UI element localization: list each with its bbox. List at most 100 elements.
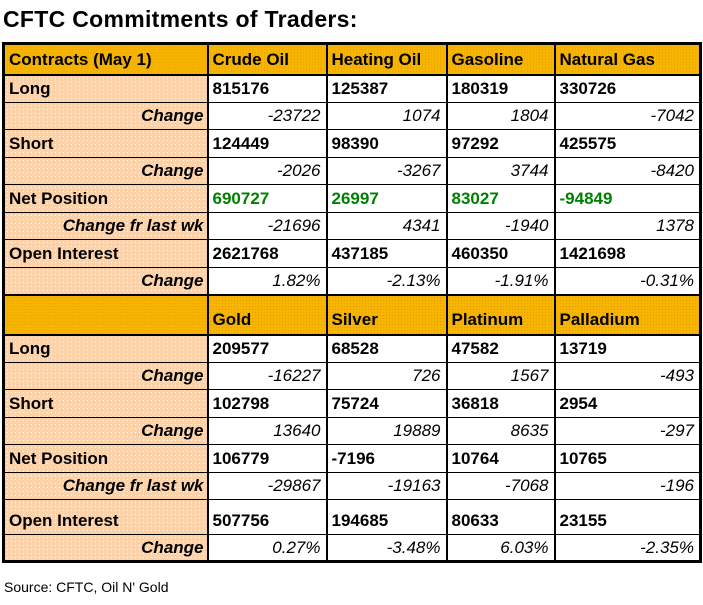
value-cell: 0.27% bbox=[206, 534, 328, 562]
value-cell: 75724 bbox=[325, 389, 448, 418]
value-cell: 1074 bbox=[325, 102, 448, 130]
column-header-cell bbox=[2, 293, 209, 336]
value-cell: 26997 bbox=[325, 184, 448, 213]
column-header-cell: Crude Oil bbox=[206, 42, 328, 76]
row-label-cell: Change bbox=[2, 417, 209, 445]
table-row: Change 13640 19889 8635 -297 bbox=[2, 417, 702, 445]
value-cell: 10765 bbox=[553, 444, 702, 473]
table-row: Change 1.82% -2.13% -1.91% -0.31% bbox=[2, 267, 702, 295]
table-row: Long 815176 125387 180319 330726 bbox=[2, 74, 702, 103]
row-label-cell: Net Position bbox=[2, 444, 209, 473]
value-cell: 80633 bbox=[445, 499, 556, 535]
value-cell: -94849 bbox=[553, 184, 702, 213]
column-header-cell: Gold bbox=[206, 293, 328, 336]
value-cell: 1.82% bbox=[206, 267, 328, 295]
value-cell: 4341 bbox=[325, 212, 448, 240]
value-cell: 330726 bbox=[553, 74, 702, 103]
value-cell: -196 bbox=[553, 472, 702, 500]
row-label-cell: Long bbox=[2, 334, 209, 363]
row-label-cell: Change bbox=[2, 102, 209, 130]
row-label-cell: Net Position bbox=[2, 184, 209, 213]
row-label-cell: Short bbox=[2, 389, 209, 418]
cot-table: Contracts (May 1) Crude Oil Heating Oil Gas… bbox=[2, 42, 702, 563]
row-label-cell: Open Interest bbox=[2, 499, 209, 535]
value-cell: 1804 bbox=[445, 102, 556, 130]
table-row: Net Position 690727 26997 83027 -94849 bbox=[2, 184, 702, 213]
value-cell: 125387 bbox=[325, 74, 448, 103]
value-cell: 23155 bbox=[553, 499, 702, 535]
row-label-cell: Long bbox=[2, 74, 209, 103]
value-cell: -7196 bbox=[325, 444, 448, 473]
value-cell: -23722 bbox=[206, 102, 328, 130]
page-title: CFTC Commitments of Traders: bbox=[3, 6, 358, 32]
value-cell: 209577 bbox=[206, 334, 328, 363]
value-cell: 68528 bbox=[325, 334, 448, 363]
value-cell: 507756 bbox=[206, 499, 328, 535]
value-cell: 102798 bbox=[206, 389, 328, 418]
value-cell: -21696 bbox=[206, 212, 328, 240]
table-row: Short 124449 98390 97292 425575 bbox=[2, 129, 702, 158]
value-cell: 2621768 bbox=[206, 239, 328, 268]
value-cell: 13640 bbox=[206, 417, 328, 445]
value-cell: -19163 bbox=[325, 472, 448, 500]
value-cell: -1940 bbox=[445, 212, 556, 240]
value-cell: -3267 bbox=[325, 157, 448, 185]
value-cell: 124449 bbox=[206, 129, 328, 158]
value-cell: 19889 bbox=[325, 417, 448, 445]
row-label-cell: Change fr last wk bbox=[2, 212, 209, 240]
table-row: Short 102798 75724 36818 2954 bbox=[2, 389, 702, 418]
value-cell: -16227 bbox=[206, 362, 328, 390]
value-cell: 8635 bbox=[445, 417, 556, 445]
value-cell: 3744 bbox=[445, 157, 556, 185]
value-cell: 106779 bbox=[206, 444, 328, 473]
value-cell: -2.35% bbox=[553, 534, 702, 562]
value-cell: -1.91% bbox=[445, 267, 556, 295]
table-row: Long 209577 68528 47582 13719 bbox=[2, 334, 702, 363]
value-cell: -7042 bbox=[553, 102, 702, 130]
column-header-cell: Palladium bbox=[553, 293, 702, 336]
value-cell: 97292 bbox=[445, 129, 556, 158]
table-row: Change -16227 726 1567 -493 bbox=[2, 362, 702, 390]
value-cell: 690727 bbox=[206, 184, 328, 213]
source-note: Source: CFTC, Oil N' Gold bbox=[4, 579, 169, 595]
value-cell: 47582 bbox=[445, 334, 556, 363]
value-cell: 83027 bbox=[445, 184, 556, 213]
value-cell: 6.03% bbox=[445, 534, 556, 562]
table-row: Open Interest 507756 194685 80633 23155 bbox=[2, 499, 702, 535]
value-cell: 815176 bbox=[206, 74, 328, 103]
value-cell: 2954 bbox=[553, 389, 702, 418]
value-cell: -297 bbox=[553, 417, 702, 445]
value-cell: 1567 bbox=[445, 362, 556, 390]
column-header-cell: Heating Oil bbox=[325, 42, 448, 76]
column-header-cell: Platinum bbox=[445, 293, 556, 336]
row-label-cell: Short bbox=[2, 129, 209, 158]
column-header-cell: Contracts (May 1) bbox=[2, 42, 209, 76]
value-cell: 180319 bbox=[445, 74, 556, 103]
value-cell: 36818 bbox=[445, 389, 556, 418]
table-row: Change -23722 1074 1804 -7042 bbox=[2, 102, 702, 130]
row-label-cell: Change bbox=[2, 157, 209, 185]
value-cell: 425575 bbox=[553, 129, 702, 158]
column-header-cell: Natural Gas bbox=[553, 42, 702, 76]
row-label-cell: Open Interest bbox=[2, 239, 209, 268]
value-cell: 194685 bbox=[325, 499, 448, 535]
value-cell: 1421698 bbox=[553, 239, 702, 268]
value-cell: -2.13% bbox=[325, 267, 448, 295]
value-cell: -7068 bbox=[445, 472, 556, 500]
table-row: Change -2026 -3267 3744 -8420 bbox=[2, 157, 702, 185]
value-cell: 98390 bbox=[325, 129, 448, 158]
row-label-cell: Change bbox=[2, 534, 209, 562]
row-label-cell: Change fr last wk bbox=[2, 472, 209, 500]
value-cell: -29867 bbox=[206, 472, 328, 500]
table-row: Open Interest 2621768 437185 460350 1421698 bbox=[2, 239, 702, 268]
table-row: Net Position 106779 -7196 10764 10765 bbox=[2, 444, 702, 473]
section-header-row: Gold Silver Platinum Palladium bbox=[2, 293, 702, 336]
value-cell: 726 bbox=[325, 362, 448, 390]
value-cell: 13719 bbox=[553, 334, 702, 363]
table-row: Change fr last wk -29867 -19163 -7068 -196 bbox=[2, 472, 702, 500]
row-label-cell: Change bbox=[2, 362, 209, 390]
table-row: Change fr last wk -21696 4341 -1940 1378 bbox=[2, 212, 702, 240]
value-cell: -2026 bbox=[206, 157, 328, 185]
column-header-cell: Silver bbox=[325, 293, 448, 336]
